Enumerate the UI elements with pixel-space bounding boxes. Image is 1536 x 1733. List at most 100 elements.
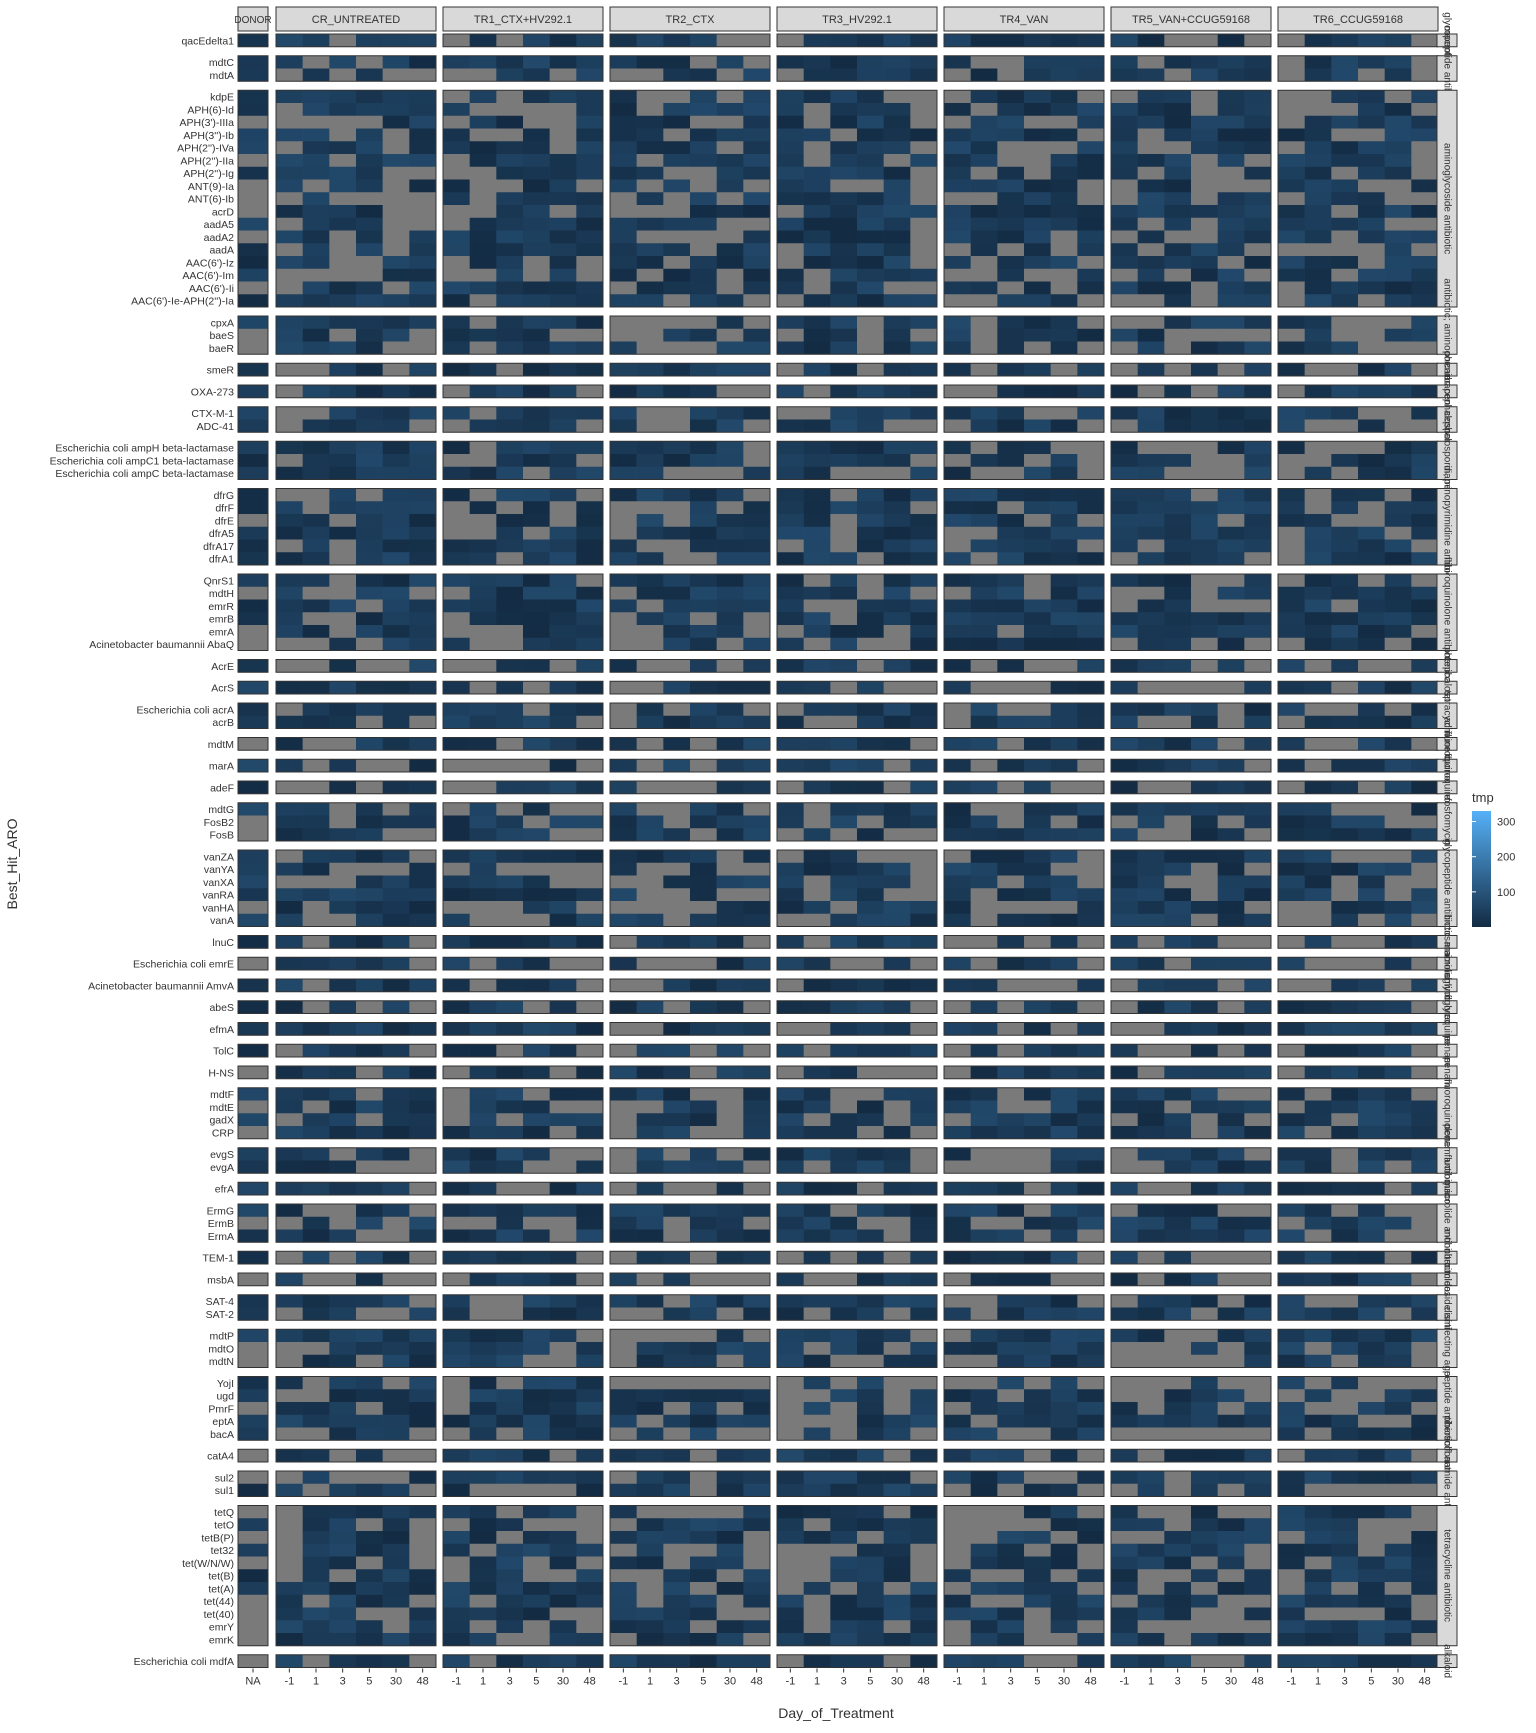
heatmap-cell <box>523 1594 550 1608</box>
heatmap-cell <box>576 1113 604 1127</box>
heatmap-cell <box>523 1251 550 1265</box>
heatmap-cell <box>830 1505 858 1519</box>
heatmap-cell <box>997 68 1025 82</box>
heatmap-cell <box>1358 294 1385 308</box>
heatmap-cell <box>302 850 330 864</box>
heatmap-cell <box>1024 179 1051 193</box>
heatmap-cell <box>523 419 550 433</box>
gene-label: AAC(6')-Ie-APH(2'')-Ia <box>131 296 234 308</box>
heatmap-cell <box>944 1273 971 1287</box>
heatmap-cell <box>1164 192 1192 206</box>
heatmap-cell <box>1217 1307 1245 1321</box>
heatmap-cell <box>1191 1342 1218 1356</box>
panel-frame <box>776 89 938 308</box>
heatmap-cell <box>409 1182 437 1196</box>
heatmap-cell <box>1024 1216 1051 1230</box>
heatmap-cell <box>1244 599 1272 613</box>
heatmap-cell <box>663 574 691 588</box>
heatmap-cell <box>1217 179 1245 193</box>
heatmap-cell <box>356 552 383 566</box>
heatmap-cell <box>610 466 637 480</box>
heatmap-cell <box>1331 1147 1359 1161</box>
heatmap-cell <box>1164 328 1192 342</box>
gene-label: mdtM <box>208 739 234 751</box>
heatmap-cell <box>944 1294 971 1308</box>
heatmap-cell <box>409 1100 437 1114</box>
heatmap-cell <box>496 328 524 342</box>
panel-strip <box>1110 6 1272 32</box>
heatmap-cell <box>382 957 410 971</box>
heatmap-cell <box>443 1620 470 1634</box>
heatmap-cell <box>1217 454 1245 468</box>
heatmap-cell <box>1278 1569 1305 1583</box>
heatmap-cell <box>997 1402 1025 1416</box>
heatmap-cell <box>997 419 1025 433</box>
heatmap-cell <box>356 1354 383 1368</box>
panel-frame <box>275 1250 437 1265</box>
heatmap-cell <box>944 1204 971 1218</box>
heatmap-cell <box>716 1620 744 1634</box>
heatmap-cell <box>690 256 717 270</box>
heatmap-cell <box>910 1229 938 1243</box>
gene-label: ErmA <box>208 1231 234 1243</box>
heatmap-cell <box>883 103 911 117</box>
heatmap-cell <box>382 1518 410 1532</box>
heatmap-cell <box>1384 454 1412 468</box>
heatmap-cell <box>1024 256 1051 270</box>
heatmap-cell <box>883 1044 911 1058</box>
heatmap-cell <box>549 34 577 48</box>
heatmap-cell <box>970 406 998 420</box>
heatmap-cell <box>857 385 884 399</box>
heatmap-cell <box>610 1505 637 1519</box>
heatmap-cell <box>1164 1251 1192 1265</box>
heatmap-cell <box>356 205 383 219</box>
heatmap-cell <box>716 128 744 142</box>
heatmap-cell <box>276 1204 303 1218</box>
heatmap-cell <box>1024 759 1051 773</box>
heatmap-cell <box>238 1066 269 1080</box>
heatmap-cell <box>1050 1518 1078 1532</box>
heatmap-cell <box>302 128 330 142</box>
heatmap-cell <box>469 1126 497 1140</box>
heatmap-cell <box>743 1582 771 1596</box>
heatmap-cell <box>830 1329 858 1343</box>
heatmap-cell <box>1164 1556 1192 1570</box>
heatmap-cell <box>356 526 383 540</box>
x-tick-label: -1 <box>1286 1676 1296 1688</box>
heatmap-cell <box>382 1654 410 1668</box>
heatmap-cell <box>1164 1505 1192 1519</box>
heatmap-cell <box>302 328 330 342</box>
heatmap-cell <box>1137 1505 1165 1519</box>
heatmap-cell <box>777 419 804 433</box>
heatmap-cell <box>1164 828 1192 842</box>
heatmap-cell <box>1384 1342 1412 1356</box>
heatmap-cell <box>1137 1633 1165 1647</box>
heatmap-cell <box>1050 1556 1078 1570</box>
heatmap-cell <box>944 659 971 673</box>
heatmap-cell <box>883 441 911 455</box>
heatmap-cell <box>469 68 497 82</box>
heatmap-cell <box>883 1376 911 1390</box>
heatmap-cell <box>1411 1569 1439 1583</box>
heatmap-cell <box>857 1294 884 1308</box>
gene-label: ANT(9)-Ia <box>188 181 234 193</box>
heatmap-cell <box>690 1556 717 1570</box>
heatmap-cell <box>944 539 971 553</box>
heatmap-cell <box>944 1505 971 1519</box>
heatmap-cell <box>663 1216 691 1230</box>
panel-frame <box>237 1448 269 1463</box>
heatmap-cell <box>549 501 577 515</box>
heatmap-cell <box>1384 888 1412 902</box>
heatmap-cell <box>1304 802 1332 816</box>
heatmap-cell <box>1304 385 1332 399</box>
heatmap-cell <box>830 875 858 889</box>
panel-frame <box>943 1376 1105 1441</box>
heatmap-cell <box>1050 1427 1078 1441</box>
x-axis-title: Day_of_Treatment <box>778 1705 894 1721</box>
facet-strip-label: fluoroquinolone <box>1441 753 1452 822</box>
heatmap-cell <box>803 659 831 673</box>
heatmap-cell <box>1050 1620 1078 1634</box>
panel-strip-label: TR6_CCUG59168 <box>1313 14 1403 26</box>
panel-frame <box>442 978 604 993</box>
heatmap-cell <box>382 1620 410 1634</box>
